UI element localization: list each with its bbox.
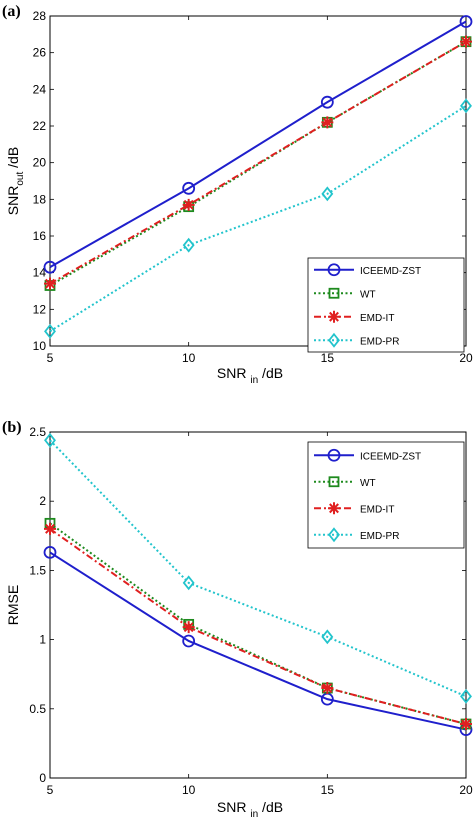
y-tick-label: 20 (33, 156, 47, 170)
x-axis-label: SNR in /dB (217, 365, 283, 386)
data-point (44, 323, 56, 339)
x-tick-label: 15 (321, 783, 335, 797)
legend-box (307, 441, 465, 549)
y-tick-label: 2.5 (29, 425, 46, 439)
series-line (49, 551, 467, 731)
x-tick-label: 5 (47, 351, 54, 365)
legend-label: WT (360, 289, 376, 300)
plot-area (49, 431, 467, 779)
legend-marker (328, 287, 340, 299)
series-line (49, 20, 467, 269)
y-axis-label: RMSE (5, 585, 21, 625)
series-line (49, 439, 467, 698)
legend-marker (328, 310, 340, 323)
legend-label: EMD-IT (360, 313, 394, 324)
data-point (182, 237, 195, 253)
data-point (460, 688, 472, 704)
y-tick-label: 1 (39, 633, 46, 647)
legend-label: ICEEMD-ZST (360, 451, 421, 462)
y-tick-label: 0.5 (29, 702, 46, 716)
legend-label: WT (360, 478, 376, 489)
legend-marker (327, 448, 341, 462)
y-tick-label: 16 (33, 229, 47, 243)
panel-label: (a) (2, 3, 21, 20)
data-point (182, 575, 195, 591)
data-point (321, 186, 334, 202)
data-point (320, 95, 334, 109)
data-point (182, 634, 196, 648)
y-tick-label: 24 (33, 82, 47, 96)
x-tick-label: 10 (182, 351, 196, 365)
x-tick-label: 5 (47, 783, 54, 797)
data-point (182, 198, 195, 211)
plot-area (49, 15, 467, 347)
legend-marker (328, 332, 340, 348)
y-tick-label: 0 (39, 771, 46, 785)
x-axis-label: SNR in /dB (217, 799, 283, 820)
data-point (43, 546, 57, 559)
data-point (460, 35, 472, 48)
legend-label: EMD-PR (360, 336, 399, 347)
y-tick-label: 2 (39, 494, 46, 508)
y-tick-label: 1.5 (29, 563, 46, 577)
series-line (49, 104, 467, 333)
legend-marker (328, 502, 340, 515)
y-tick-label: 18 (33, 192, 47, 206)
y-tick-label: 12 (33, 302, 47, 316)
data-point (321, 116, 334, 129)
y-tick-label: 10 (33, 339, 47, 353)
data-point (44, 432, 56, 448)
data-point (43, 260, 57, 274)
legend-label: EMD-IT (360, 504, 394, 515)
data-point (460, 718, 472, 731)
x-tick-label: 10 (182, 783, 196, 797)
chart-panel: (b) 5 10 15 20 0 0.5 1 1.5 2 2.5 SNR in /dB RMSE ICEE… (2, 419, 473, 820)
legend-label: ICEEMD-ZST (360, 266, 421, 277)
y-tick-label: 14 (33, 266, 47, 280)
data-point (321, 629, 334, 645)
legend: ICEEMD-ZST WT EMD-IT EMD-PR (307, 257, 465, 353)
data-point (460, 98, 472, 114)
legend-marker (327, 263, 341, 277)
y-tick-label: 26 (33, 46, 47, 60)
y-axis-label: SNRout /dB (5, 147, 26, 215)
x-tick-label: 20 (459, 783, 473, 797)
x-tick-label: 20 (459, 351, 473, 365)
data-point (44, 277, 56, 290)
y-tick-label: 22 (33, 119, 47, 133)
legend-label: EMD-PR (360, 531, 399, 542)
series-line (49, 40, 467, 285)
panel-label: (b) (2, 419, 22, 436)
data-point (182, 181, 196, 195)
legend-marker (328, 527, 340, 543)
legend-marker (328, 476, 340, 488)
x-tick-label: 15 (321, 351, 335, 365)
legend: ICEEMD-ZST WT EMD-IT EMD-PR (307, 441, 465, 549)
data-point (182, 621, 195, 634)
data-point (44, 522, 56, 535)
data-point (459, 15, 473, 28)
series-line (49, 528, 467, 725)
series-line (49, 522, 467, 725)
data-point (321, 682, 334, 695)
legend-box (307, 257, 465, 353)
y-tick-label: 28 (33, 9, 47, 23)
